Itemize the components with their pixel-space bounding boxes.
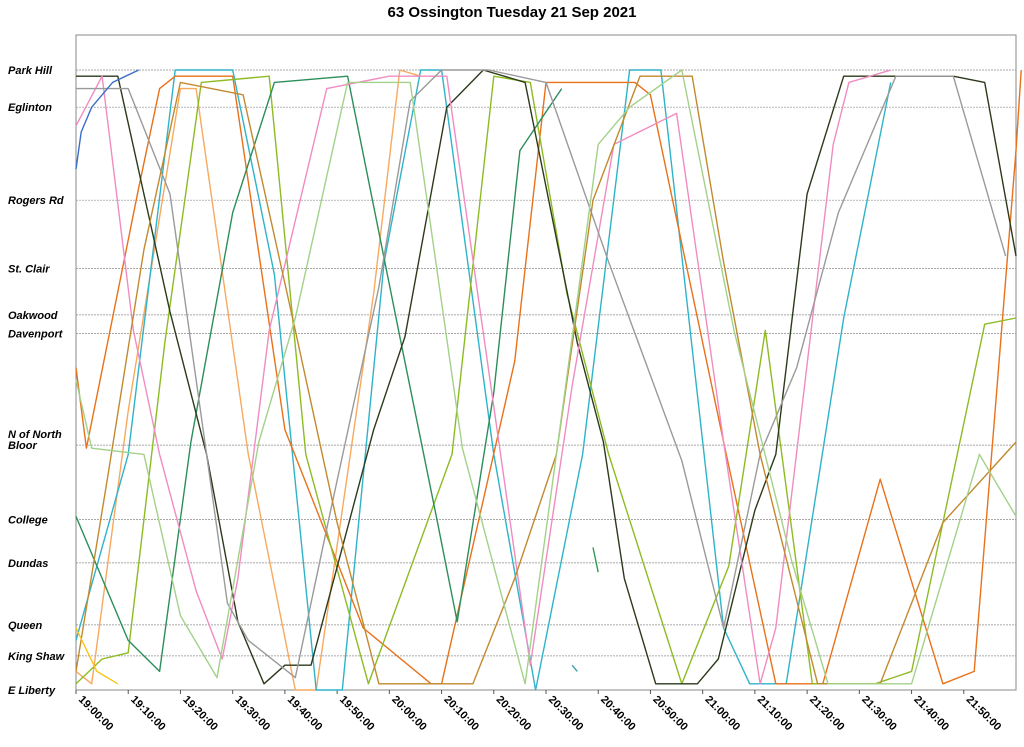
x-tick-label: 21:50:00 [964, 694, 1004, 734]
x-tick-label: 20:10:00 [441, 694, 481, 734]
stop-label: N of North Bloor [8, 429, 62, 452]
stop-label: Davenport [8, 329, 64, 341]
chart-title: 63 Ossington Tuesday 21 Sep 2021 [387, 4, 637, 21]
stop-label: St. Clair [8, 263, 50, 275]
vehicle-trace-14 [592, 547, 599, 573]
vehicle-trace-9 [75, 75, 1017, 685]
vehicle-trace-4 [75, 75, 1017, 685]
plot-border [75, 34, 1017, 691]
x-tick-label: 21:40:00 [911, 694, 951, 734]
vehicle-trace-3 [75, 69, 1022, 685]
x-tick-label: 20:00:00 [389, 694, 429, 734]
vehicle-trace-12 [75, 627, 119, 685]
vehicle-trace-2 [75, 69, 892, 691]
x-tick-label: 19:00:00 [76, 694, 116, 734]
stop-label: Rogers Rd [8, 195, 64, 207]
stop-label: King Shaw [8, 651, 66, 663]
stop-label: Dundas [8, 558, 48, 570]
x-tick-label: 21:10:00 [755, 694, 795, 734]
x-tick-label: 19:50:00 [337, 694, 377, 734]
x-tick-label: 20:30:00 [546, 694, 586, 734]
stop-label: E Liberty [8, 685, 56, 697]
vehicle-trace-11 [75, 69, 140, 170]
x-tick-label: 20:40:00 [598, 694, 638, 734]
x-tick-label: 19:40:00 [285, 694, 325, 734]
x-tick-label: 21:30:00 [859, 694, 899, 734]
x-tick-label: 20:20:00 [494, 694, 534, 734]
vehicle-trace-7 [75, 69, 891, 685]
x-tick-label: 21:00:00 [703, 694, 743, 734]
stop-label: Oakwood [8, 310, 58, 322]
x-tick-label: 20:50:00 [650, 694, 690, 734]
stop-label: Park Hill [8, 65, 53, 77]
stop-label: Eglinton [8, 102, 52, 114]
x-tick-label: 21:20:00 [807, 694, 847, 734]
vehicle-trace-13 [571, 664, 578, 672]
stop-label: Queen [8, 620, 43, 632]
x-tick-label: 19:10:00 [128, 694, 168, 734]
vehicle-trace-8 [76, 69, 1007, 679]
vehicle-trace-1 [75, 69, 421, 691]
x-tick-label: 19:20:00 [180, 694, 220, 734]
vehicle-trace-10 [75, 69, 1017, 685]
stop-label: College [8, 515, 48, 527]
vehicle-trace-5 [75, 75, 563, 673]
x-tick-label: 19:30:00 [233, 694, 273, 734]
vehicle-trace-6 [76, 69, 1017, 685]
